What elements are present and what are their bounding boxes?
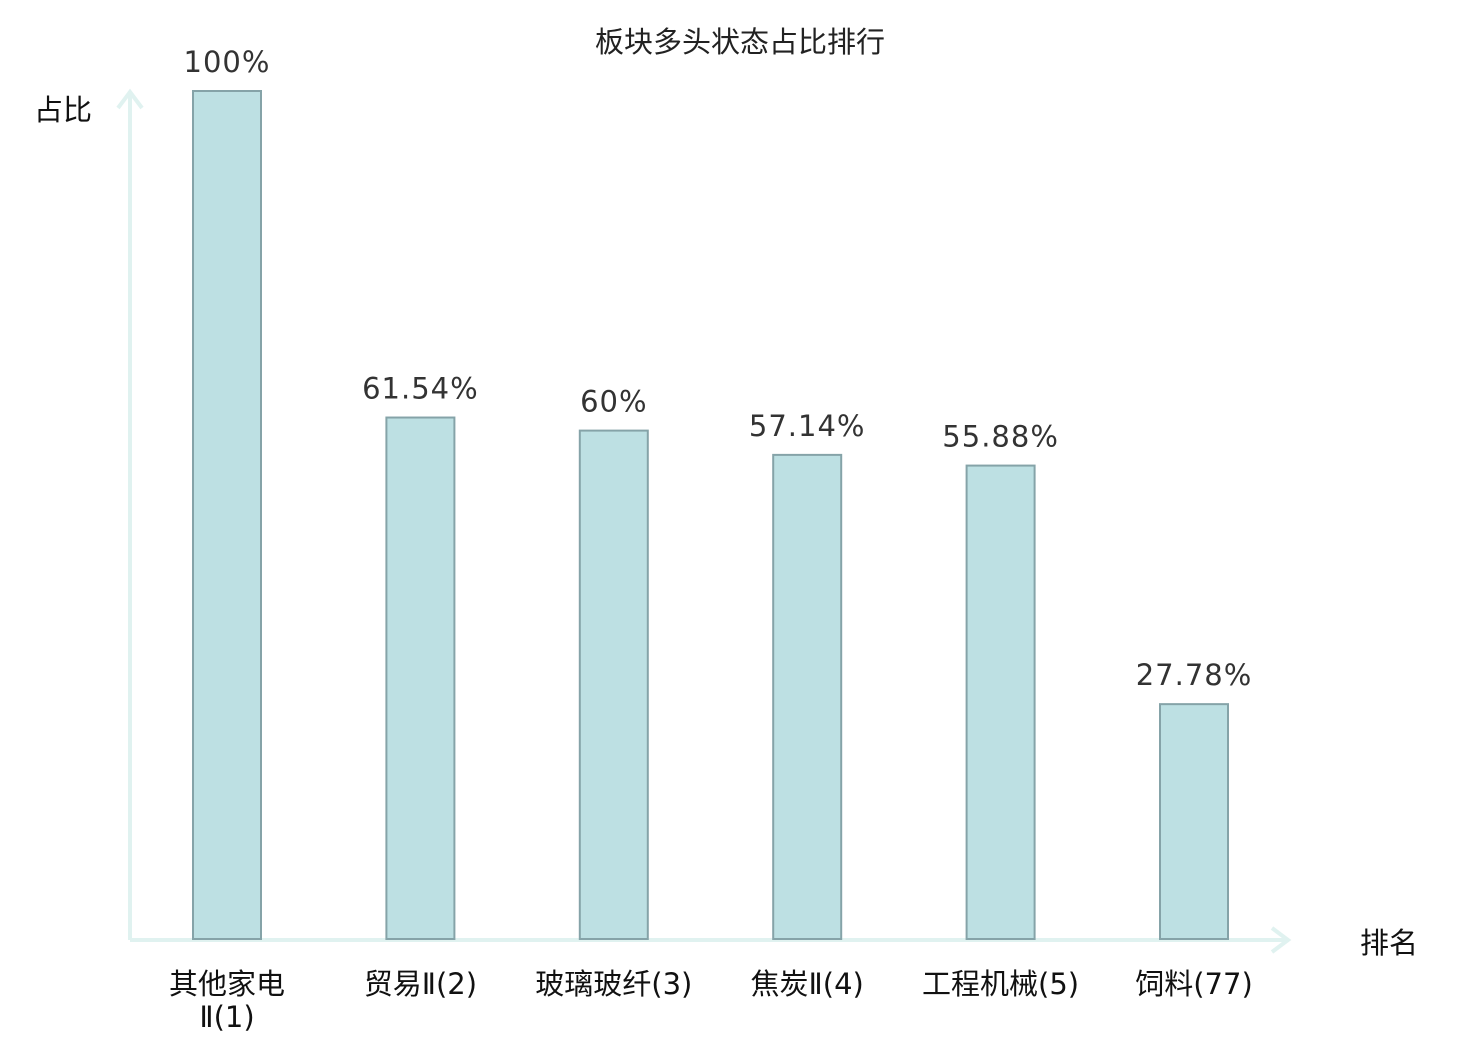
x-axis-arrow-icon xyxy=(1270,926,1292,954)
bar-3 xyxy=(772,453,843,940)
category-label-0-line-1: Ⅱ(1) xyxy=(199,1000,254,1034)
bar-5 xyxy=(1159,703,1229,941)
category-label-0-line-0: 其他家电 xyxy=(169,967,285,1001)
category-label-3: 焦炭Ⅱ(4) xyxy=(751,967,864,1001)
bar-1 xyxy=(385,416,456,940)
value-label-1: 61.54% xyxy=(362,372,479,406)
value-label-0: 100% xyxy=(184,45,271,79)
axes xyxy=(116,88,1292,954)
value-labels-group: 100% 61.54% 60% 57.14% 55.88% 27.78% xyxy=(184,45,1253,692)
category-label-4: 工程机械(5) xyxy=(922,967,1079,1001)
value-label-3: 57.14% xyxy=(749,409,866,443)
bar-0 xyxy=(192,90,262,940)
value-label-5: 27.78% xyxy=(1136,658,1253,692)
y-axis-label: 占比 xyxy=(34,93,92,127)
chart-title: 板块多头状态占比排行 xyxy=(595,25,885,59)
bar-2 xyxy=(578,429,649,940)
category-label-2: 玻璃玻纤(3) xyxy=(535,967,692,1001)
value-label-2: 60% xyxy=(580,385,647,419)
category-label-1: 贸易Ⅱ(2) xyxy=(364,967,477,1001)
value-label-4: 55.88% xyxy=(942,420,1059,454)
category-label-5: 饲料(77) xyxy=(1135,967,1253,1001)
bars-group xyxy=(192,90,1229,941)
bar-4 xyxy=(965,464,1036,940)
x-axis-label: 排名 xyxy=(1360,926,1418,960)
y-axis-arrow-icon xyxy=(116,88,144,110)
